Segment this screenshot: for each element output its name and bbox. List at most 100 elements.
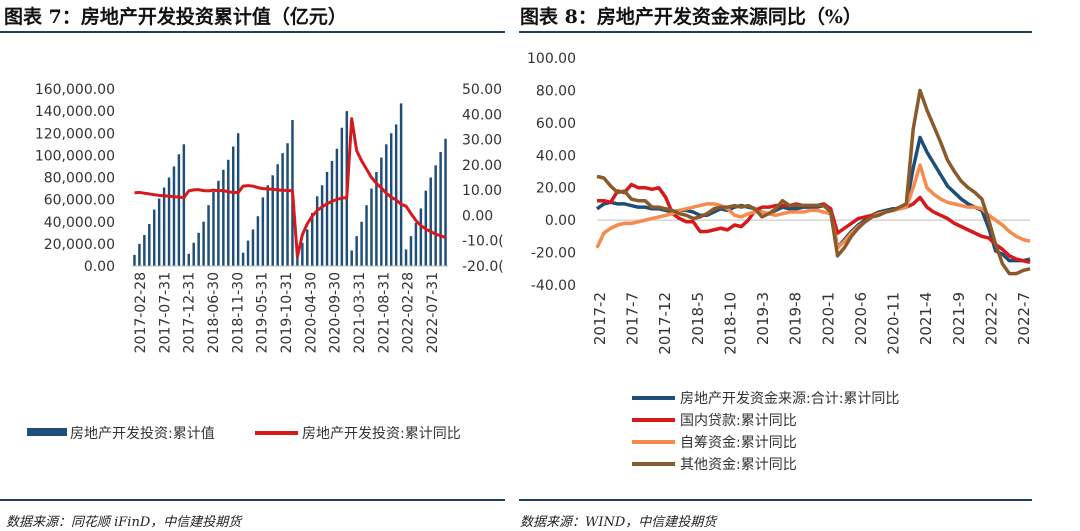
- y-axis-tick-label: 100.00: [527, 51, 576, 67]
- investment-bar: [310, 212, 314, 266]
- x-axis-tick-label: 2021-4: [917, 292, 935, 345]
- x-axis-tick-label: 2022-02-28: [401, 272, 417, 353]
- investment-bar: [414, 222, 418, 266]
- y-axis-tick-label: -40.00: [531, 278, 576, 294]
- left-axis-tick-label: 60,000.00: [44, 193, 115, 209]
- investment-bar: [325, 171, 329, 266]
- investment-bar: [315, 196, 319, 266]
- x-axis-tick-label: 2017-12-31: [182, 272, 198, 353]
- investment-bar: [197, 232, 200, 266]
- investment-bar: [370, 188, 373, 266]
- investment-bar: [276, 164, 279, 266]
- right-chart-title: 图表 8：房地产开发资金来源同比（%）: [520, 6, 862, 28]
- x-axis-tick-label: 2021-08-31: [376, 272, 392, 353]
- y-axis-tick-label: 0.00: [545, 213, 576, 229]
- investment-bar: [385, 144, 388, 266]
- left-source-rule: [0, 499, 505, 501]
- investment-bar: [306, 229, 309, 266]
- x-axis-tick-label: 2019-3: [754, 292, 772, 345]
- left-axis-tick-label: 140,000.00: [35, 104, 115, 120]
- investment-bar: [236, 133, 240, 266]
- y-axis-tick-label: 40.00: [536, 148, 576, 164]
- investment-bar: [266, 185, 270, 266]
- legend-label-bar: 房地产开发投资:累计值: [70, 426, 215, 442]
- x-axis-tick-label: 2018-11-30: [230, 272, 246, 353]
- x-axis-tick-label: 2020-1: [819, 292, 837, 345]
- right-axis-tick-label: -10.0(: [462, 234, 504, 250]
- investment-bar: [439, 152, 442, 266]
- investment-bar: [177, 154, 181, 266]
- investment-bar: [365, 205, 368, 266]
- y-axis-tick-label: -20.00: [531, 246, 576, 262]
- investment-bar: [133, 254, 136, 266]
- investment-bar: [143, 235, 146, 266]
- investment-bar: [251, 229, 255, 266]
- investment-bar: [389, 133, 393, 266]
- investment-bar: [148, 223, 151, 266]
- series-line-2: [597, 182, 1031, 265]
- x-axis-tick-label: 2018-5: [689, 292, 707, 345]
- series-line-1: [595, 135, 1031, 263]
- investment-bar: [212, 191, 215, 266]
- left-axis-tick-label: 40,000.00: [44, 215, 115, 231]
- right-title-rule: [519, 31, 1032, 33]
- x-axis-tick-label: 2018-06-30: [206, 272, 222, 353]
- legend-label-3: 自筹资金:累计同比: [680, 434, 797, 451]
- x-axis-tick-label: 2021-03-31: [352, 272, 368, 353]
- x-axis-tick-label: 2022-07-31: [425, 272, 441, 353]
- x-axis-tick-label: 2018-10: [722, 292, 740, 355]
- investment-bar: [429, 177, 432, 266]
- investment-bar: [419, 208, 423, 266]
- investment-bar: [281, 153, 284, 266]
- left-axis-tick-label: 120,000.00: [35, 126, 115, 142]
- right-source-note: 数据来源：WIND，中信建投期货: [520, 515, 717, 530]
- x-axis-tick-label: 2022-2: [982, 292, 1000, 345]
- investment-bar: [192, 242, 195, 266]
- investment-bar: [202, 221, 205, 266]
- investment-bar: [271, 175, 274, 266]
- investment-bar: [335, 148, 339, 266]
- right-axis-tick-label: 20.00: [462, 158, 502, 174]
- investment-bar: [444, 138, 447, 266]
- left-axis-tick-label: 80,000.00: [44, 171, 115, 187]
- legend-swatch-bar: [27, 428, 67, 436]
- left-source-note: 数据来源：同花顺 iFinD，中信建投期货: [6, 515, 242, 530]
- investment-bar: [162, 187, 166, 266]
- legend-label-1: 房地产开发资金来源:合计:累计同比: [680, 391, 899, 407]
- x-axis-tick-label: 2020-04-30: [303, 272, 319, 353]
- right-axis-tick-label: 40.00: [462, 107, 502, 123]
- x-axis-tick-label: 2017-12: [656, 292, 674, 355]
- left-axis-tick-label: 100,000.00: [35, 148, 115, 164]
- investment-bar: [404, 249, 408, 266]
- investment-bar: [256, 216, 260, 266]
- investment-bar: [399, 103, 403, 266]
- x-axis-tick-label: 2017-07-31: [157, 272, 173, 353]
- investment-bar: [261, 197, 265, 266]
- x-axis-tick-label: 2020-09-30: [328, 272, 344, 353]
- investment-bar: [330, 160, 334, 266]
- legend-label-line: 房地产开发投资:累计同比: [302, 426, 461, 442]
- left-chart-title: 图表 7：房地产开发投资累计值（亿元）: [4, 6, 347, 28]
- investment-bar: [301, 242, 304, 266]
- investment-bar: [222, 169, 225, 266]
- y-axis-tick-label: 80.00: [536, 83, 576, 99]
- x-axis-tick-label: 2017-02-28: [133, 272, 149, 353]
- investment-bar: [172, 166, 176, 266]
- left-axis-tick-label: 20,000.00: [44, 237, 115, 253]
- right-axis-tick-label: 10.00: [462, 183, 502, 199]
- x-axis-tick-label: 2022-7: [1015, 292, 1033, 345]
- x-axis-tick-label: 2020-11: [885, 292, 903, 355]
- investment-bar: [394, 124, 398, 267]
- investment-bar: [409, 236, 413, 266]
- x-axis-tick-label: 2017-7: [624, 292, 642, 345]
- investment-bar: [246, 240, 250, 266]
- investment-bar: [360, 221, 363, 266]
- investment-bar: [187, 253, 191, 266]
- legend-label-2: 国内贷款:累计同比: [680, 413, 797, 429]
- investment-yoy-line: [134, 117, 447, 259]
- investment-bar: [231, 146, 235, 266]
- investment-bar: [286, 143, 289, 266]
- investment-bar: [167, 177, 171, 266]
- y-axis-tick-label: 60.00: [536, 116, 576, 132]
- y-axis-tick-label: 20.00: [536, 181, 576, 197]
